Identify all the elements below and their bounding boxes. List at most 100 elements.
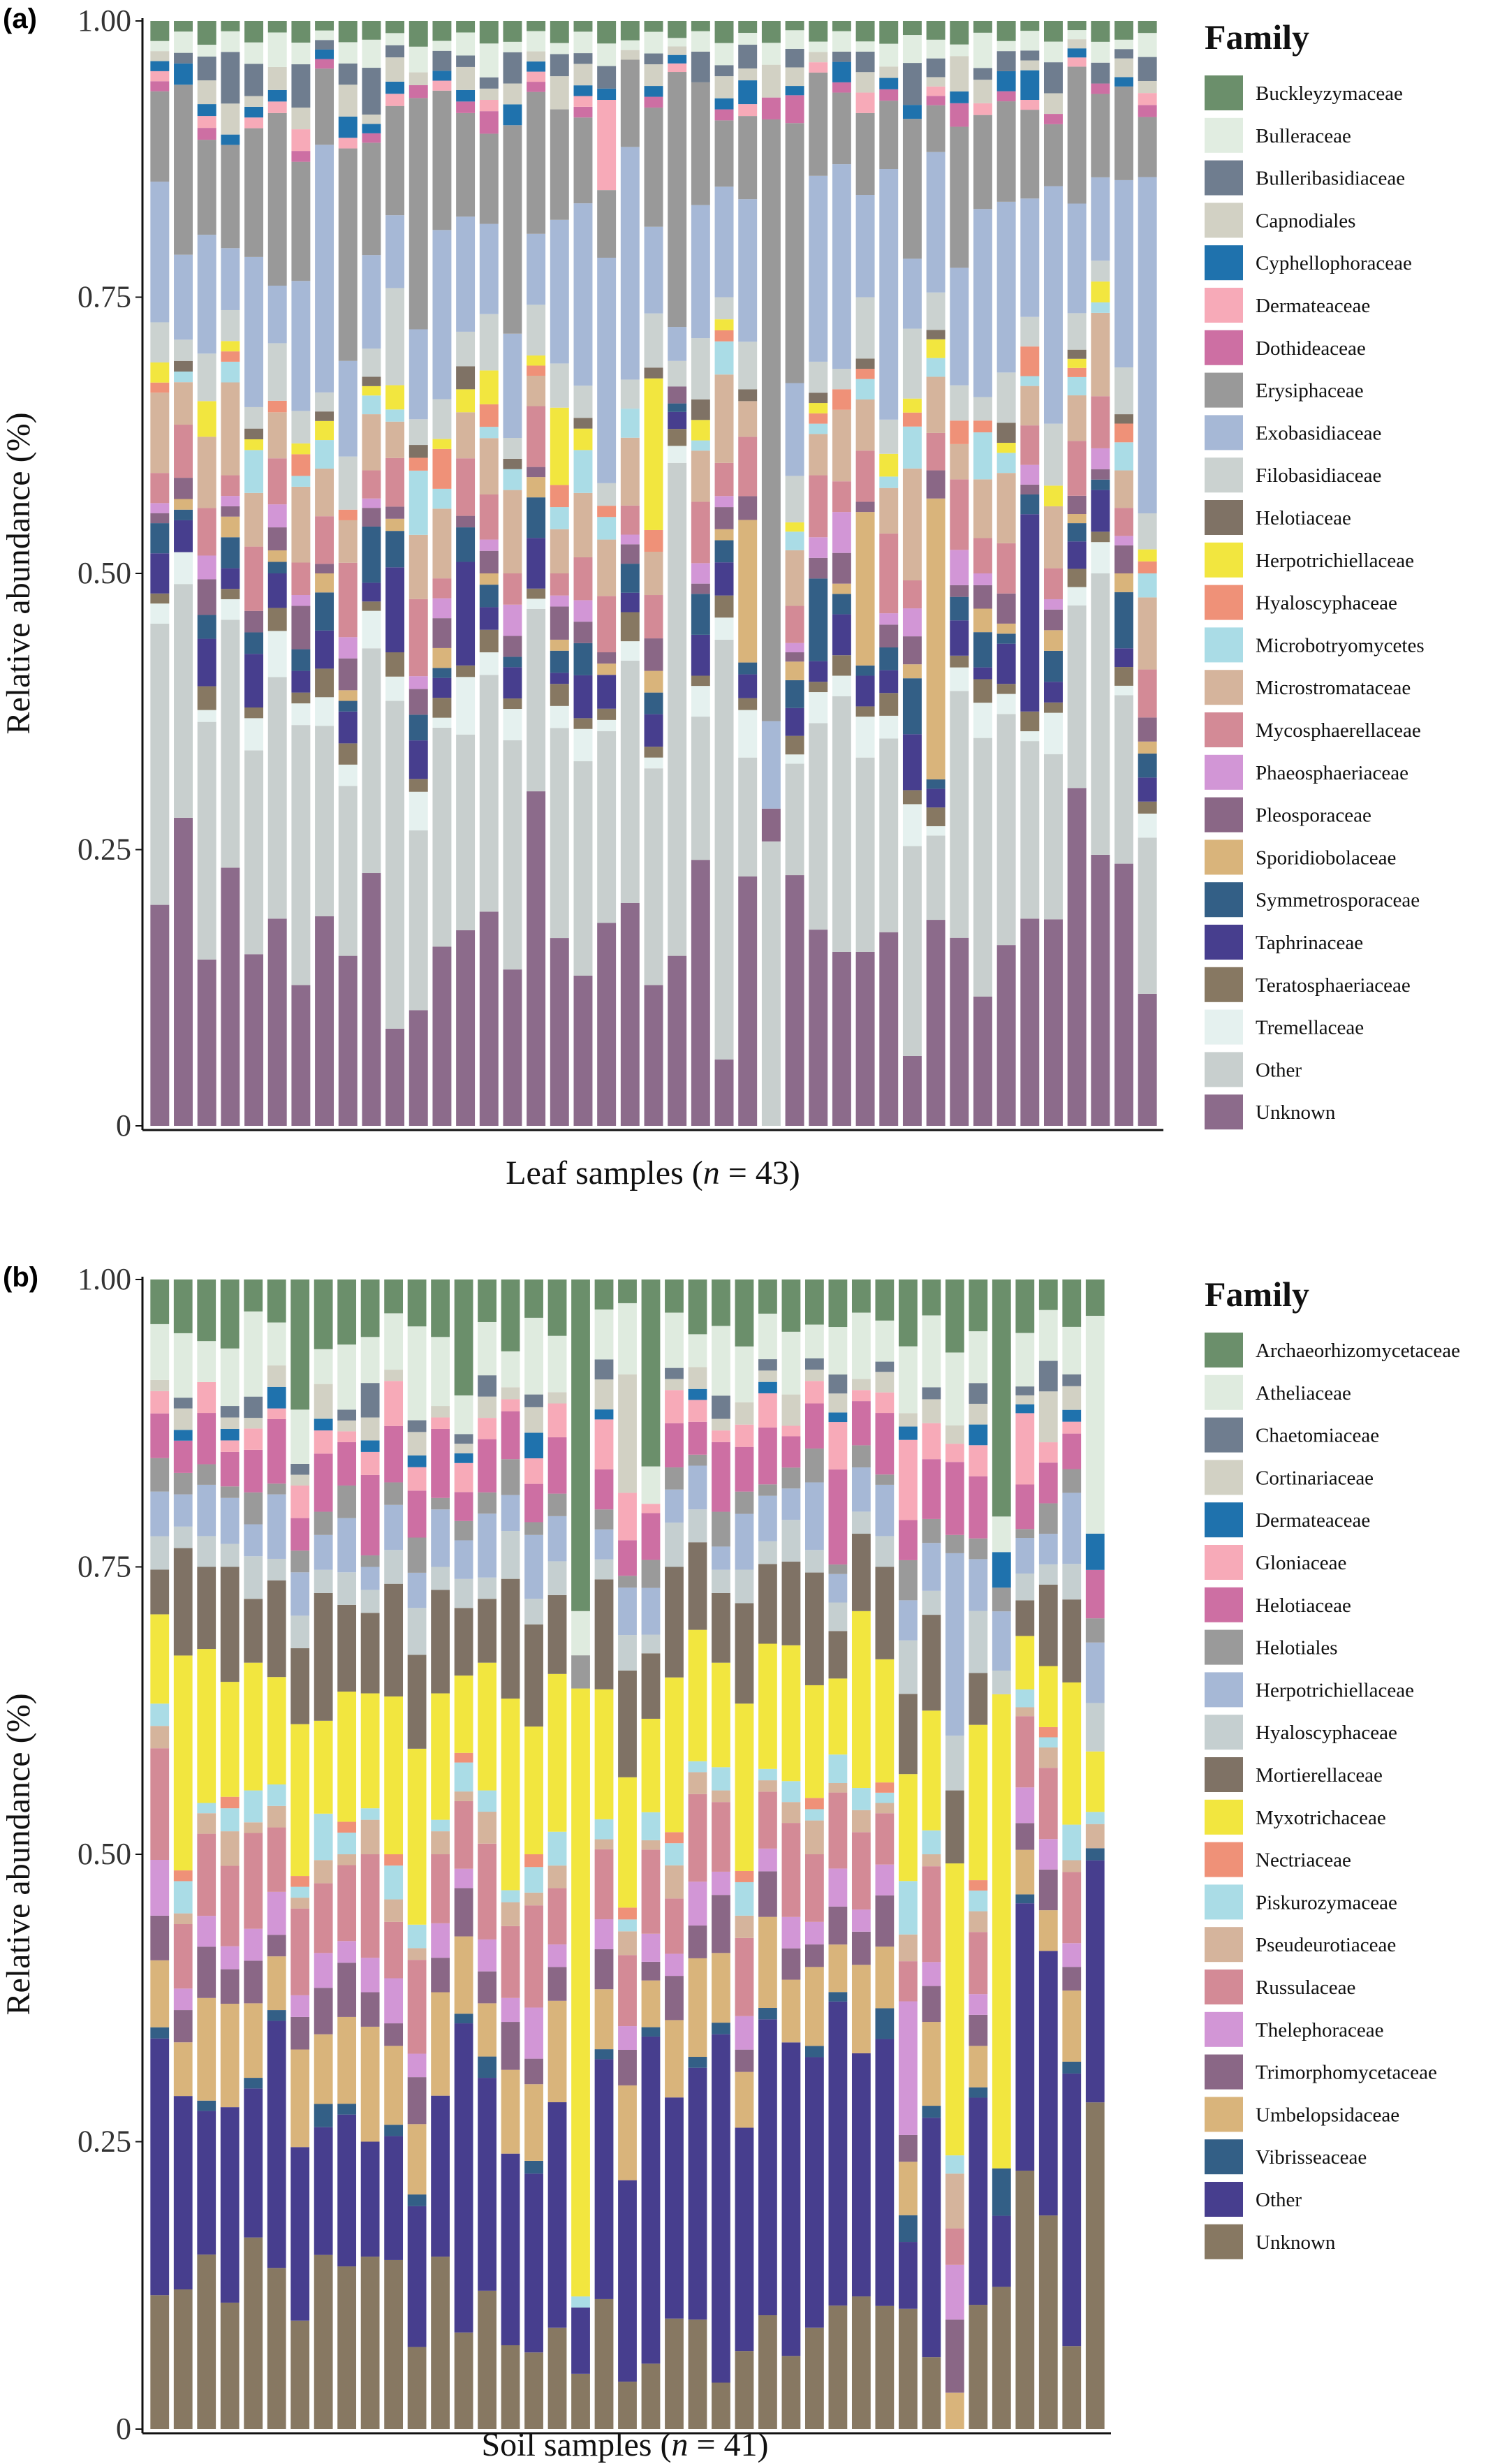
panel-a-bar-segment bbox=[221, 537, 240, 569]
panel-a-bar-segment bbox=[479, 133, 499, 224]
panel-b-bar-segment bbox=[431, 1406, 450, 1418]
panel-a-bar-segment bbox=[950, 585, 969, 597]
panel-b-bar-segment bbox=[688, 1454, 707, 1466]
panel-a-bar-segment bbox=[1044, 702, 1063, 713]
panel-b-bar-segment bbox=[875, 1864, 895, 1895]
panel-b-bar-segment bbox=[735, 1424, 754, 1447]
panel-b-bar-segment bbox=[618, 2382, 637, 2429]
panel-a-bar-segment bbox=[785, 735, 804, 755]
panel-a-bar-segment bbox=[338, 63, 358, 85]
panel-a-bar-segment bbox=[267, 412, 287, 459]
panel-a-bar-segment bbox=[197, 57, 216, 81]
panel-a-bar-segment bbox=[902, 258, 922, 329]
panel-a-bar-segment bbox=[432, 90, 452, 230]
panel-a-bar-segment bbox=[809, 692, 828, 724]
panel-a-bar-segment bbox=[267, 32, 287, 67]
panel-a-bar-segment bbox=[879, 419, 899, 454]
panel-b-bar-segment bbox=[1015, 1716, 1035, 1788]
panel-a-bar-segment bbox=[315, 573, 334, 593]
panel-b-bar-segment bbox=[290, 1463, 310, 1475]
panel-b-bar-segment bbox=[501, 2345, 520, 2429]
panel-a-bar-segment bbox=[973, 209, 992, 397]
panel-b-bar-segment bbox=[735, 1491, 754, 1514]
panel-a-bar-segment bbox=[950, 691, 969, 938]
panel-b-bar-segment bbox=[851, 1467, 871, 1512]
panel-a-bar-segment bbox=[197, 140, 216, 235]
panel-a-bar-segment bbox=[620, 641, 640, 661]
panel-b-bar-segment bbox=[524, 2352, 543, 2429]
panel-a-bar-segment bbox=[573, 492, 593, 557]
panel-a-bar-segment bbox=[527, 51, 546, 62]
panel-a-bar-segment bbox=[761, 97, 781, 119]
panel-a-bar-segment bbox=[926, 77, 946, 87]
panel-b-bar-segment bbox=[594, 1529, 614, 1560]
panel-a-bar-segment bbox=[244, 654, 264, 707]
panel-b-bar-segment bbox=[922, 1854, 941, 1867]
panel-a-bar-segment bbox=[503, 573, 522, 605]
panel-b-bar-segment bbox=[712, 1592, 730, 1663]
panel-a-bar-segment bbox=[479, 629, 499, 652]
panel-b-legend-swatch bbox=[1205, 2097, 1243, 2132]
panel-b-bar-segment bbox=[454, 1520, 473, 1541]
panel-a-bar-segment bbox=[973, 103, 992, 115]
panel-a-bar-segment bbox=[691, 440, 710, 451]
panel-b-bar-segment bbox=[594, 1469, 614, 1510]
panel-b-bar-segment bbox=[501, 1531, 520, 1579]
panel-b-bar-segment bbox=[828, 1906, 848, 1945]
panel-b-bar-segment bbox=[781, 1802, 801, 1824]
panel-a-bar-segment bbox=[761, 841, 781, 1126]
panel-b-legend-label: Thelephoraceae bbox=[1256, 2019, 1384, 2041]
panel-b-bar-segment bbox=[758, 1780, 777, 1792]
panel-b-legend-label: Nectriaceae bbox=[1256, 1849, 1351, 1872]
panel-a-bar-segment bbox=[973, 479, 992, 538]
panel-b-bar-segment bbox=[547, 1831, 567, 1866]
panel-b-bar-segment bbox=[805, 1921, 824, 1945]
panel-a-bar-segment bbox=[244, 750, 264, 955]
panel-b-legend-label: Helotiales bbox=[1256, 1637, 1338, 1659]
panel-b-bar-segment bbox=[875, 2008, 895, 2039]
panel-b-bar-segment bbox=[431, 1590, 450, 1694]
panel-b-bar-segment bbox=[828, 1574, 848, 1603]
panel-b-bar-segment bbox=[665, 1567, 684, 1678]
panel-b-bar-segment bbox=[618, 1919, 637, 1932]
panel-b-bar-segment bbox=[267, 1483, 286, 1495]
panel-b-bar-segment bbox=[828, 1678, 848, 1755]
panel-a-bar-segment bbox=[620, 564, 640, 593]
panel-a-bar-segment bbox=[785, 67, 804, 87]
panel-b-bar-segment bbox=[547, 1944, 567, 1967]
panel-a-bar-segment bbox=[244, 21, 264, 43]
panel-b-bar-segment bbox=[478, 1321, 496, 1376]
panel-a-bar-segment bbox=[338, 955, 358, 1126]
panel-b-bar-segment bbox=[875, 1279, 895, 1321]
panel-b-bar-segment bbox=[360, 1337, 380, 1384]
panel-b-bar-segment bbox=[1062, 1386, 1082, 1410]
panel-b-bar-segment bbox=[1062, 1967, 1082, 1991]
panel-a-bar-segment bbox=[291, 43, 311, 65]
panel-b-bar-segment bbox=[851, 1312, 871, 1379]
panel-a-bar-segment bbox=[315, 392, 334, 412]
panel-a-bar-segment bbox=[456, 930, 476, 1126]
panel-a-bar-segment bbox=[714, 617, 734, 640]
panel-b-bar-segment bbox=[969, 1911, 988, 1933]
panel-a-bar-segment bbox=[1020, 711, 1040, 731]
panel-b-bar-segment bbox=[384, 2136, 404, 2260]
panel-b-bar-segment bbox=[220, 1486, 240, 1498]
panel-b-bar-segment bbox=[1038, 1951, 1058, 2216]
panel-b-bar-segment bbox=[641, 1933, 661, 1962]
panel-a-bar-segment bbox=[644, 670, 663, 693]
panel-a-bar-segment bbox=[926, 330, 946, 339]
panel-a-bar-segment bbox=[385, 652, 405, 677]
panel-b-legend-label: Umbelopsidaceae bbox=[1256, 2104, 1399, 2126]
panel-a-bar-segment bbox=[409, 779, 428, 792]
panel-b-bar-segment bbox=[594, 1839, 614, 1849]
panel-b-bar-segment bbox=[384, 1425, 404, 1483]
panel-a-bar-segment bbox=[432, 50, 452, 71]
panel-b-bar-segment bbox=[547, 1437, 567, 1494]
panel-a-bar-segment bbox=[221, 31, 240, 52]
panel-a-bar-segment bbox=[362, 124, 381, 133]
panel-b-bar-segment bbox=[805, 1324, 824, 1358]
panel-b-bar-segment bbox=[875, 1484, 895, 1537]
panel-b-bar-segment bbox=[407, 1948, 427, 1960]
panel-b-bar-segment bbox=[267, 1408, 286, 1419]
panel-a-bar-segment bbox=[244, 128, 264, 257]
